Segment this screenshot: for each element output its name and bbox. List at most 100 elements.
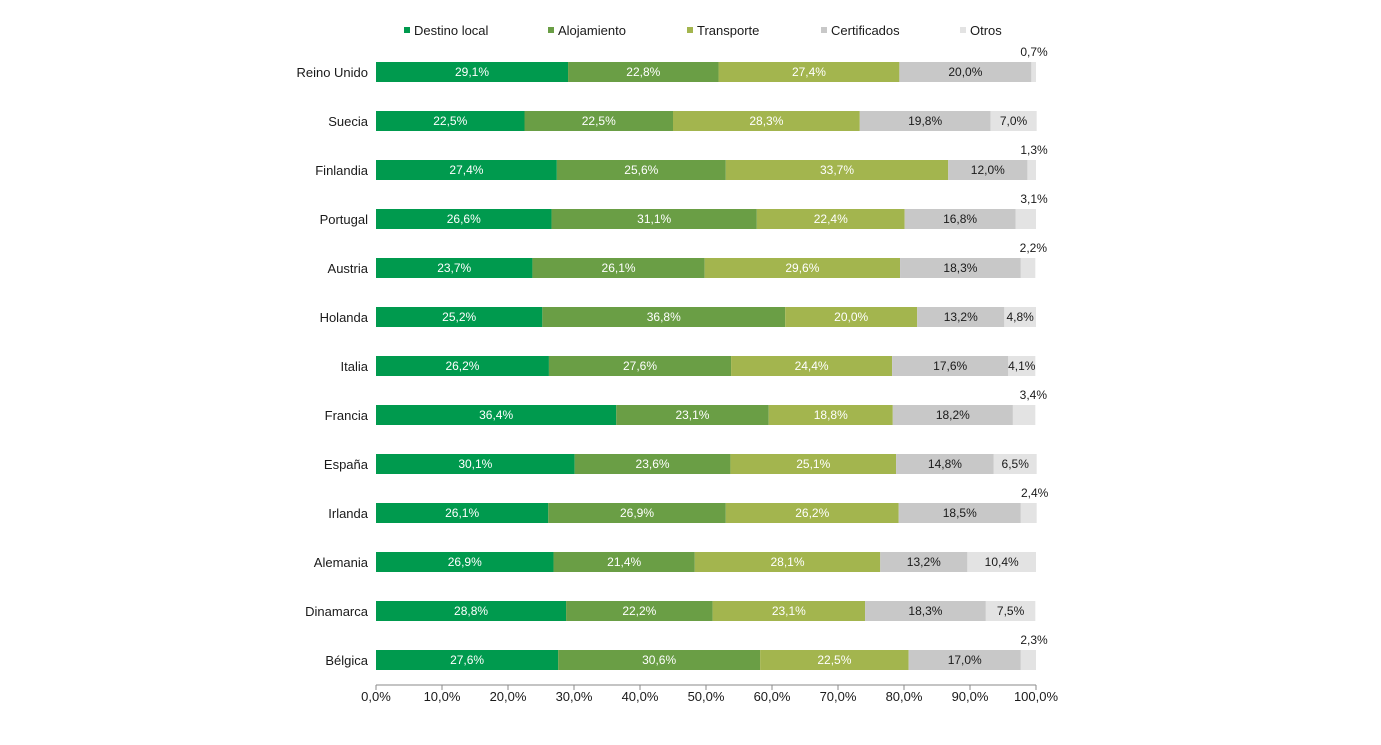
bar-segment — [376, 552, 554, 572]
data-label: 3,4% — [1020, 388, 1048, 402]
bar-segment — [785, 307, 918, 327]
data-label: 4,1% — [1008, 359, 1036, 373]
category-label: Portugal — [320, 212, 369, 227]
bar-segment — [908, 650, 1021, 670]
bar-segment — [376, 160, 557, 180]
data-label: 22,8% — [626, 65, 660, 79]
data-label: 22,5% — [582, 114, 616, 128]
data-label: 23,7% — [437, 261, 471, 275]
data-label: 22,4% — [814, 212, 848, 226]
x-tick-label: 20,0% — [490, 689, 527, 704]
data-label: 20,0% — [834, 310, 868, 324]
data-label: 26,9% — [448, 555, 482, 569]
bar-segment — [376, 209, 552, 229]
x-tick-label: 100,0% — [1014, 689, 1059, 704]
bar-segment — [376, 601, 567, 621]
data-label: 29,1% — [455, 65, 489, 79]
bar-segment — [892, 405, 1013, 425]
data-label: 18,5% — [943, 506, 977, 520]
x-tick-label: 60,0% — [754, 689, 791, 704]
data-label: 19,8% — [908, 114, 942, 128]
category-label: Francia — [325, 408, 369, 423]
bar-segment — [898, 503, 1021, 523]
bar-segment — [859, 111, 991, 131]
data-label: 29,6% — [785, 261, 819, 275]
legend-swatch — [548, 27, 554, 33]
bar-segment — [376, 111, 525, 131]
bar-segment — [896, 454, 994, 474]
data-label: 30,6% — [642, 653, 676, 667]
data-label: 27,4% — [792, 65, 826, 79]
data-label: 2,3% — [1020, 633, 1048, 647]
data-label: 21,4% — [607, 555, 641, 569]
bar-segment — [725, 503, 899, 523]
category-label: Irlanda — [328, 506, 369, 521]
data-label: 13,2% — [907, 555, 941, 569]
data-label: 33,7% — [820, 163, 854, 177]
data-label: 23,6% — [636, 457, 670, 471]
bar-segment — [566, 601, 713, 621]
bar-segment — [553, 552, 695, 572]
bar-segment — [548, 356, 732, 376]
data-label: 26,1% — [602, 261, 636, 275]
data-label: 25,2% — [442, 310, 476, 324]
data-label: 14,8% — [928, 457, 962, 471]
category-label: Italia — [341, 359, 369, 374]
bar-segment — [694, 552, 881, 572]
bar-segment — [376, 356, 549, 376]
legend-item-label: Alojamiento — [558, 23, 626, 38]
x-tick-label: 90,0% — [952, 689, 989, 704]
x-tick-label: 80,0% — [886, 689, 923, 704]
data-label: 26,2% — [795, 506, 829, 520]
x-tick-label: 50,0% — [688, 689, 725, 704]
bar-segment — [1020, 650, 1036, 670]
x-tick-label: 10,0% — [424, 689, 461, 704]
x-tick-label: 30,0% — [556, 689, 593, 704]
bar-segment — [725, 160, 949, 180]
bar-segment — [542, 307, 786, 327]
data-label: 28,1% — [770, 555, 804, 569]
category-label: Austria — [328, 261, 369, 276]
bar-segment — [917, 307, 1005, 327]
data-label: 25,1% — [796, 457, 830, 471]
legend-item-label: Certificados — [831, 23, 900, 38]
data-label: 17,0% — [948, 653, 982, 667]
bar-segment — [376, 62, 569, 82]
bar-segment — [376, 307, 543, 327]
data-label: 23,1% — [772, 604, 806, 618]
bar-segment — [899, 62, 1032, 82]
legend-item-label: Transporte — [697, 23, 759, 38]
data-label: 12,0% — [971, 163, 1005, 177]
bar-segment — [731, 356, 893, 376]
category-label: Holanda — [320, 310, 369, 325]
legend-swatch — [821, 27, 827, 33]
data-label: 23,1% — [675, 408, 709, 422]
bar-segment — [756, 209, 905, 229]
data-label: 18,8% — [814, 408, 848, 422]
data-label: 36,4% — [479, 408, 513, 422]
data-label: 36,8% — [647, 310, 681, 324]
category-label: Dinamarca — [305, 604, 369, 619]
legend-swatch — [960, 27, 966, 33]
legend-swatch — [404, 27, 410, 33]
bar-segment — [1012, 405, 1036, 425]
data-label: 16,8% — [943, 212, 977, 226]
bar-segment — [1020, 503, 1037, 523]
bar-segment — [948, 160, 1028, 180]
data-label: 10,4% — [985, 555, 1019, 569]
x-tick-label: 0,0% — [361, 689, 391, 704]
data-label: 22,5% — [433, 114, 467, 128]
bar-segment — [900, 258, 1021, 278]
data-label: 26,6% — [447, 212, 481, 226]
bar-segment — [376, 258, 533, 278]
bar-segment — [1015, 209, 1036, 229]
data-label: 2,4% — [1021, 486, 1049, 500]
category-label: Suecia — [328, 114, 369, 129]
data-label: 26,2% — [445, 359, 479, 373]
data-label: 3,1% — [1020, 192, 1048, 206]
category-label: Bélgica — [325, 653, 368, 668]
bar-segment — [718, 62, 900, 82]
data-label: 25,6% — [624, 163, 658, 177]
data-label: 22,2% — [622, 604, 656, 618]
